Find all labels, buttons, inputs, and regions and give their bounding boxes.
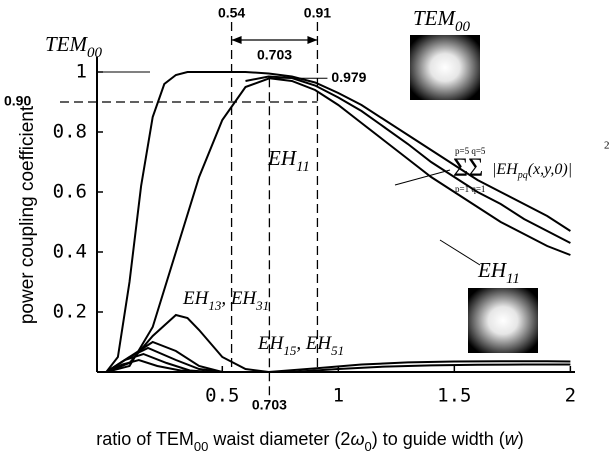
text-part: 00 xyxy=(87,45,103,61)
y-axis-label: power coupling coefficient xyxy=(17,105,38,324)
text-part: 11 xyxy=(296,159,310,175)
x-tick-label: 1.5 xyxy=(437,385,471,407)
annotation: EH11 xyxy=(267,146,310,176)
text-part: 0 xyxy=(364,439,371,454)
curve xyxy=(291,363,571,373)
x-axis-label: ratio of TEM00 waist diameter (2ω0) to g… xyxy=(96,429,524,454)
text-part: , EH xyxy=(296,333,332,354)
text-part: waist diameter (2 xyxy=(208,429,350,449)
text-part: EH xyxy=(257,333,285,354)
annotation: TEM00 xyxy=(45,32,103,62)
text-part: 31 xyxy=(255,298,269,313)
y-tick-label: 0.4 xyxy=(53,241,87,263)
text-part: EH xyxy=(182,288,210,309)
y-tick-label: 0.6 xyxy=(53,181,87,203)
text-part: 11 xyxy=(506,271,520,287)
text-part: EH xyxy=(477,258,508,282)
annotation: TEM00 xyxy=(413,6,471,36)
arrow-head xyxy=(231,36,318,44)
formula-sigma: ΣΣ xyxy=(453,153,483,182)
text-part: 00 xyxy=(194,439,208,454)
text-part: 00 xyxy=(455,19,471,35)
annotation: EH15, EH51 xyxy=(257,333,344,358)
span-label: 0.703 xyxy=(257,47,292,63)
leader-line xyxy=(439,239,481,266)
curve xyxy=(245,75,571,244)
x-tick-label: 0.5 xyxy=(205,385,239,407)
text-part: ) xyxy=(518,429,524,449)
y-tick-label: 0.8 xyxy=(53,121,87,143)
mode-image xyxy=(410,35,480,100)
leader-line xyxy=(394,169,451,186)
text-part: ) to guide width ( xyxy=(372,429,505,449)
text-part: ratio of TEM xyxy=(96,429,194,449)
x-tick-label: 1 xyxy=(333,385,344,407)
text-part: 13 xyxy=(208,298,222,313)
reference-label: 0.91 xyxy=(304,5,331,21)
annotation: EH11 xyxy=(477,258,520,288)
text-part: TEM xyxy=(45,32,89,56)
y-tick-label: 1 xyxy=(76,61,87,83)
curve xyxy=(105,358,200,373)
curve xyxy=(268,360,571,373)
y-tick-label: 0.2 xyxy=(53,301,87,323)
text-part: (x,y,0)| xyxy=(528,161,572,178)
text-part: TEM xyxy=(413,6,457,30)
reference-label: 0.979 xyxy=(331,69,366,85)
text-part: pq xyxy=(517,170,528,181)
formula-limit: p=1 q=1 xyxy=(455,184,485,194)
curve xyxy=(105,71,571,373)
text-part: |EH xyxy=(492,161,519,178)
formula-limit: p=5 q=5 xyxy=(455,146,486,156)
reference-label: 0.703 xyxy=(252,397,287,413)
reference-label: 0.54 xyxy=(218,5,245,21)
formula-power: 2 xyxy=(604,140,610,152)
text-part: ω xyxy=(350,429,364,449)
reference-label: 0.90 xyxy=(4,93,31,109)
text-part: , EH xyxy=(221,288,257,309)
text-part: 51 xyxy=(331,343,344,358)
x-tick-label: 2 xyxy=(565,385,576,407)
text-part: EH xyxy=(267,146,298,170)
curve xyxy=(106,77,571,373)
mode-image xyxy=(468,288,538,353)
formula-body: |EHpq(x,y,0)| xyxy=(492,161,572,181)
text-part: w xyxy=(505,429,519,449)
annotation: EH13, EH31 xyxy=(182,288,269,313)
text-part: 15 xyxy=(283,343,297,358)
